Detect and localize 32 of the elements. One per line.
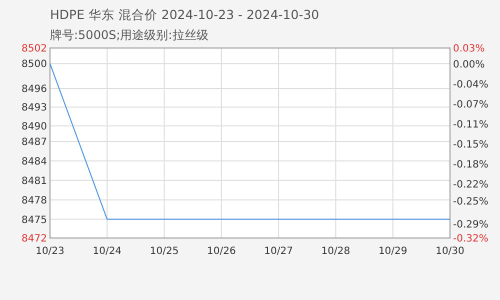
y-tick-label: 8496 [22, 84, 47, 95]
y2-tick-label: -0.22% [453, 180, 488, 191]
y-tick-label: 8484 [22, 156, 47, 168]
y-tick-label: 8493 [22, 102, 47, 114]
y-tick-label: 8487 [22, 136, 47, 148]
y2-tick-label: -0.07% [453, 99, 488, 110]
x-tick-label: 10/23 [36, 246, 64, 257]
y2-tick-label: 0.03% [453, 44, 485, 54]
x-tick-label: 10/27 [264, 246, 293, 257]
chart-title: HDPE 华东 混合价 2024-10-23 - 2024-10-30 [50, 7, 320, 22]
x-tick-label: 10/28 [321, 246, 350, 257]
y2-tick-label: -0.18% [453, 160, 488, 171]
y2-tick-label: -0.29% [453, 219, 488, 230]
y-tick-label: 8502 [22, 44, 47, 54]
y-tick-label: 8478 [22, 195, 47, 206]
y-tick-label: 8481 [22, 176, 47, 187]
x-tick-label: 10/25 [150, 246, 179, 257]
y2-tick-label: -0.32% [453, 234, 488, 244]
x-tick-label: 10/30 [436, 246, 464, 257]
y2-tick-label: -0.15% [453, 139, 488, 150]
y-tick-label: 8472 [22, 234, 47, 244]
y2-tick-label: -0.04% [453, 80, 488, 90]
y-tick-label: 8500 [22, 59, 47, 70]
y2-tick-label: -0.25% [453, 196, 488, 208]
x-tick-label: 10/24 [92, 246, 122, 257]
x-tick-label: 10/26 [207, 246, 236, 257]
chart-subtitle: 牌号:5000S;用途级别:拉丝级 [50, 28, 208, 42]
y2-tick-label: -0.11% [453, 119, 488, 130]
y2-tick-label: 0.00% [453, 59, 485, 70]
y-tick-label: 8475 [22, 214, 47, 226]
x-tick-label: 10/29 [378, 246, 408, 257]
y-tick-label: 8490 [22, 121, 47, 132]
